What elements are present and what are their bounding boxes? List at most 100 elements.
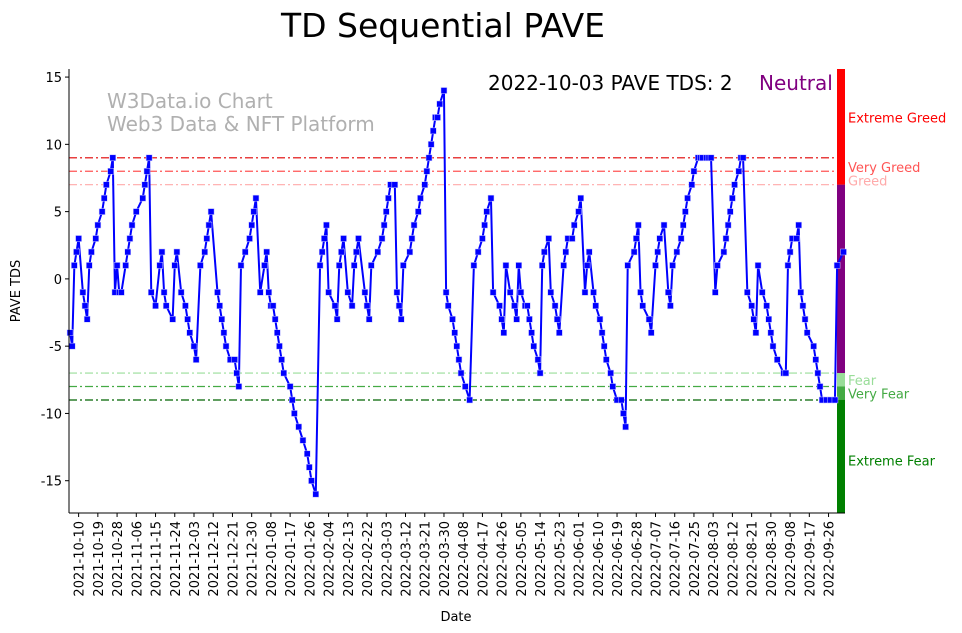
data-point — [754, 262, 762, 269]
data-point — [261, 262, 268, 269]
data-point — [325, 289, 332, 296]
data-point — [207, 208, 215, 215]
data-point — [201, 248, 208, 256]
data-point — [421, 181, 428, 188]
zone-bar-segment — [837, 399, 845, 513]
x-tick-label: 2022-09-26 — [823, 521, 838, 597]
data-point — [669, 262, 676, 269]
data-point — [524, 302, 531, 310]
x-tick-label: 2022-09-08 — [784, 521, 799, 597]
data-point — [71, 262, 78, 269]
data-point — [252, 194, 260, 202]
data-point — [622, 423, 629, 431]
data-point — [143, 168, 151, 175]
x-tick-label: 2022-03-03 — [380, 521, 395, 597]
x-tick-label: 2022-08-21 — [746, 521, 761, 597]
data-point — [797, 289, 805, 296]
data-point — [568, 235, 576, 242]
y-axis-label: PAVE TDS — [9, 260, 24, 323]
x-axis-label: Date — [440, 610, 471, 625]
data-point — [624, 262, 631, 269]
data-point — [763, 302, 770, 310]
data-point — [748, 302, 755, 310]
data-point — [425, 154, 433, 162]
data-point — [496, 302, 503, 310]
data-point — [274, 329, 281, 336]
data-point — [348, 302, 356, 310]
data-point — [479, 235, 486, 242]
data-point — [575, 208, 582, 215]
data-point — [690, 168, 698, 175]
data-point — [368, 262, 375, 269]
data-point — [263, 248, 270, 256]
x-tick-label: 2021-10-10 — [73, 521, 88, 597]
data-point — [528, 329, 535, 336]
data-point — [577, 194, 584, 202]
y-tick-label: -5 — [49, 340, 62, 355]
data-point — [133, 208, 140, 215]
data-point — [735, 168, 743, 175]
data-point — [583, 262, 591, 269]
data-point — [365, 316, 373, 323]
data-point — [250, 208, 258, 215]
x-tick-label: 2022-06-19 — [611, 521, 626, 597]
data-point — [152, 302, 159, 310]
data-point — [128, 221, 136, 229]
x-tick-label: 2022-03-30 — [438, 521, 453, 597]
data-point — [765, 316, 772, 323]
data-point — [280, 369, 287, 377]
data-point — [722, 235, 730, 242]
data-point — [571, 221, 578, 229]
data-point — [417, 194, 424, 202]
x-tick-label: 2022-08-30 — [765, 521, 780, 597]
data-point — [449, 316, 456, 323]
data-point — [592, 302, 599, 310]
x-tick-label: 2022-03-12 — [400, 521, 415, 597]
data-point — [784, 262, 792, 269]
data-point — [517, 289, 525, 296]
data-point — [596, 316, 604, 323]
data-point — [103, 181, 110, 188]
data-point — [451, 329, 458, 336]
data-point — [647, 329, 655, 336]
x-tick-label: 2021-12-21 — [226, 521, 241, 597]
data-point — [107, 168, 114, 175]
data-point — [744, 289, 751, 296]
data-point — [171, 262, 179, 269]
data-point — [94, 221, 102, 229]
data-point — [752, 329, 760, 336]
data-point — [553, 316, 561, 323]
data-point — [816, 383, 824, 390]
y-tick-label: 15 — [45, 71, 62, 86]
data-point — [750, 316, 758, 323]
x-tick-label: 2022-05-14 — [534, 521, 549, 597]
data-point — [684, 194, 691, 202]
data-point — [192, 356, 200, 363]
data-point — [434, 114, 441, 121]
data-point — [214, 289, 221, 296]
data-point — [466, 396, 473, 404]
x-tick-label: 2021-10-28 — [111, 521, 126, 597]
data-point — [289, 396, 296, 404]
data-point — [729, 194, 736, 202]
x-tick-label: 2022-04-17 — [476, 521, 491, 597]
data-point — [378, 235, 386, 242]
data-point — [712, 289, 719, 296]
data-point — [442, 289, 450, 296]
data-point — [609, 383, 617, 390]
data-point — [308, 477, 315, 484]
data-point — [333, 316, 341, 323]
x-tick-label: 2022-06-01 — [573, 521, 588, 597]
data-point — [630, 248, 638, 256]
data-point — [66, 329, 74, 336]
data-point — [562, 248, 570, 256]
data-point — [276, 342, 283, 350]
data-point — [455, 356, 463, 363]
watermark-line1: W3Data.io Chart — [107, 89, 273, 113]
data-point — [637, 289, 644, 296]
data-point — [79, 289, 87, 296]
data-point — [487, 194, 495, 202]
data-point — [385, 194, 392, 202]
data-point — [374, 248, 381, 256]
data-point — [603, 356, 610, 363]
